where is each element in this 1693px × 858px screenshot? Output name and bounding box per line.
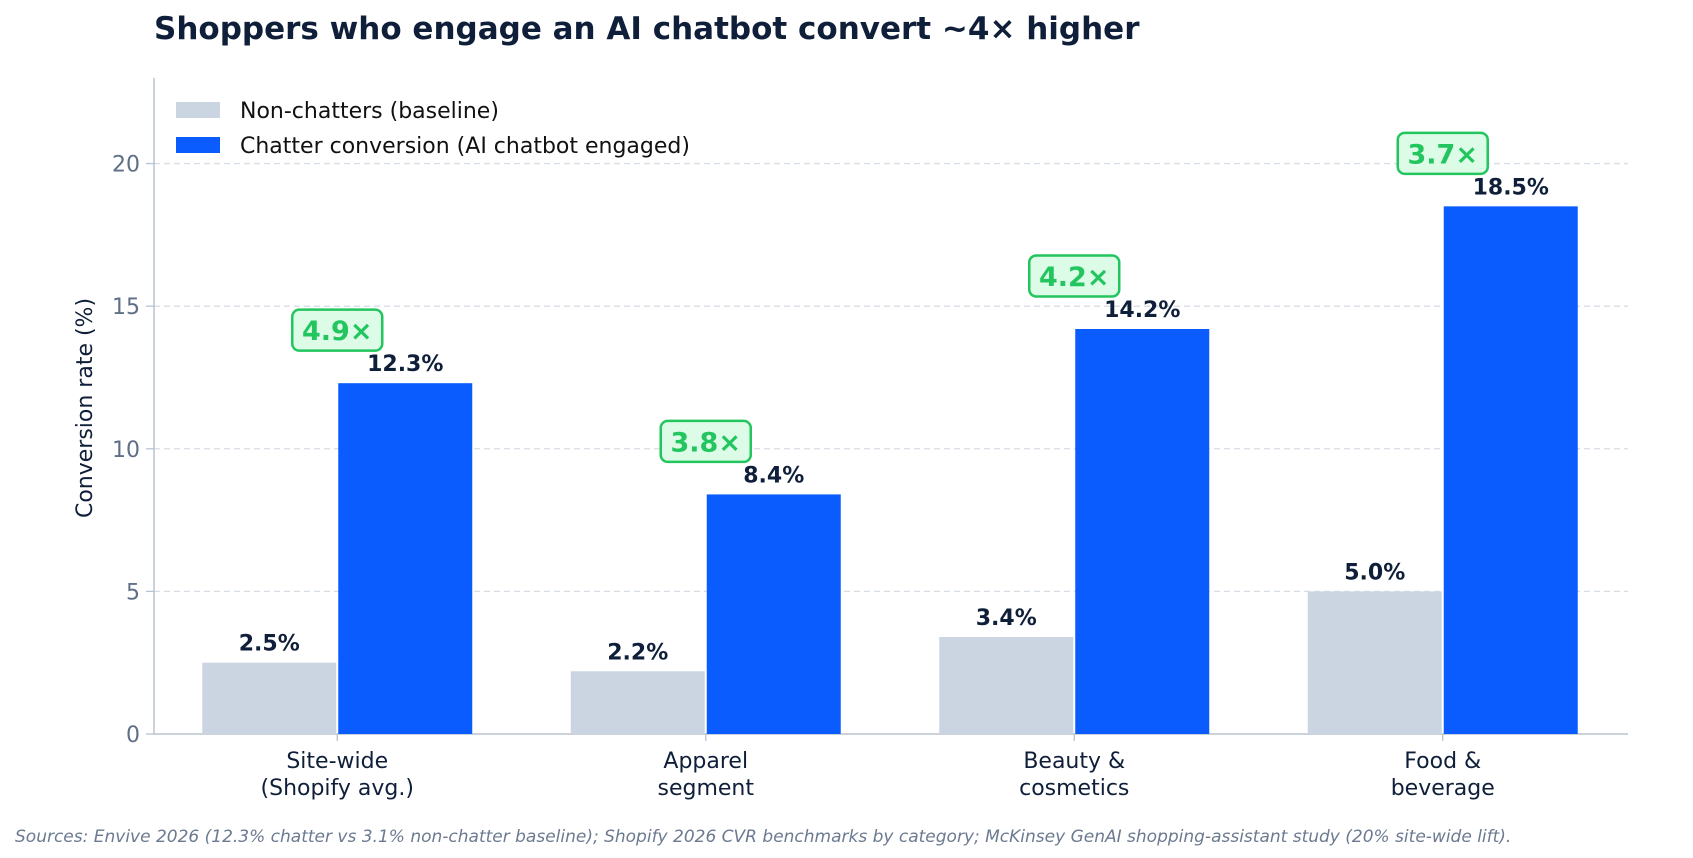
data-label-baseline: 2.2% [607, 640, 668, 665]
legend-label: Chatter conversion (AI chatbot engaged) [240, 134, 690, 159]
multiplier-badge [1396, 131, 1489, 176]
x-tick-label: cosmetics [1019, 776, 1129, 801]
multiplier-label: 4.9× [302, 316, 372, 347]
bar-baseline [1307, 591, 1442, 734]
y-axis-title: Conversion rate (%) [73, 298, 98, 518]
x-tick-label: beverage [1391, 776, 1495, 801]
axes: 0 5 10 15 20 Site-wide(Shopify avg.) Apparelse… [112, 78, 1628, 801]
bar-chatter [706, 494, 841, 734]
multiplier-badge [291, 308, 384, 352]
bar-chatter [1075, 328, 1210, 734]
multiplier-label: 3.8× [671, 427, 741, 458]
bar-baseline [202, 662, 337, 734]
legend: Non-chatters (baseline) Chatter conversio… [176, 99, 690, 159]
y-tick-label: 15 [112, 295, 140, 320]
data-label-chatter: 12.3% [367, 352, 443, 377]
bar-baseline [939, 637, 1074, 734]
multiplier-label: 4.2× [1039, 262, 1109, 293]
multiplier-label: 3.7× [1408, 139, 1478, 170]
source-note: Sources: Envive 2026 (12.3% chatter vs 3… [15, 827, 1511, 847]
chart-title: Shoppers who engage an AI chatbot conver… [154, 11, 1140, 47]
bar-chatter [1443, 206, 1578, 734]
y-tick-label: 20 [112, 153, 140, 178]
data-label-chatter: 18.5% [1473, 175, 1549, 200]
x-tick-label: Beauty & [1023, 749, 1125, 774]
x-tick-label: (Shopify avg.) [261, 776, 414, 801]
data-labels: 2.5% 12.3% 4.9× 2.2% 8.4%3.8× 3.4% 14.2% 4.2× 5.… [239, 131, 1549, 665]
bar-chatter [338, 383, 473, 734]
x-tick-label: Site-wide [286, 749, 388, 774]
x-tick-label: Food & [1404, 749, 1481, 774]
bar-baseline [570, 671, 705, 734]
multiplier-badge [1028, 254, 1121, 298]
data-label-baseline: 3.4% [976, 606, 1037, 631]
x-tick-label: Apparel [663, 749, 748, 774]
legend-swatch [176, 137, 220, 153]
data-label-baseline: 5.0% [1344, 560, 1405, 585]
y-tick-label: 0 [126, 723, 140, 748]
legend-label: Non-chatters (baseline) [240, 99, 499, 124]
multiplier-badge [659, 419, 752, 464]
y-tick-label: 10 [112, 438, 140, 463]
data-label-baseline: 2.5% [239, 632, 300, 657]
legend-swatch [176, 102, 220, 118]
data-label-chatter: 8.4% [743, 463, 804, 488]
data-label-chatter: 14.2% [1104, 298, 1180, 323]
x-tick-label: segment [658, 776, 755, 801]
bars [202, 206, 1578, 734]
y-tick-label: 5 [126, 580, 140, 605]
